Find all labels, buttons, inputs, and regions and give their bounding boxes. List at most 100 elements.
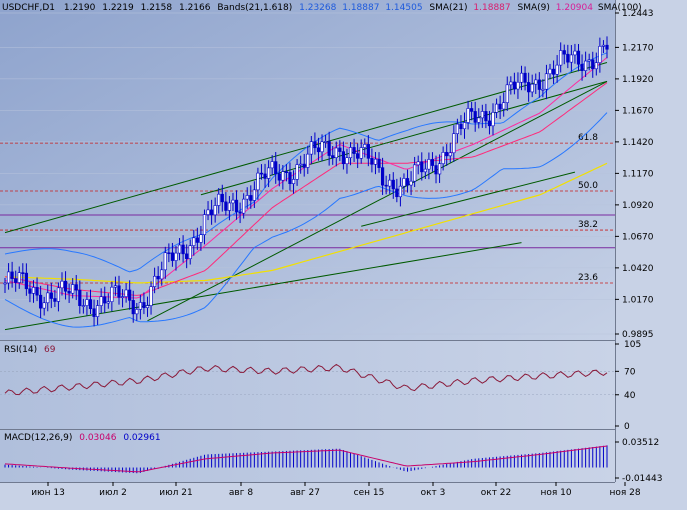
candle-body	[306, 153, 310, 168]
candle-body	[259, 172, 264, 175]
candle-body	[601, 44, 606, 47]
candle-body	[352, 147, 356, 154]
candle-body	[128, 289, 132, 301]
candle-body	[523, 72, 527, 83]
candle-body	[85, 299, 89, 306]
x-tick-label: сен 15	[354, 488, 385, 498]
candle-body	[594, 62, 598, 70]
candle-body	[477, 117, 481, 123]
candle-body	[423, 168, 427, 173]
candle-body	[534, 79, 538, 85]
candle-body	[220, 193, 224, 203]
x-tick-label: ноя 28	[609, 488, 640, 498]
candle-body	[445, 152, 449, 157]
x-tick-label: авг 8	[229, 488, 253, 498]
candle-body	[437, 163, 442, 175]
candle-body	[388, 179, 392, 187]
candle-body	[562, 50, 566, 55]
trend-line	[361, 171, 576, 227]
candle-body	[31, 287, 36, 294]
rsi-tick-label: 105	[624, 340, 641, 350]
ohlc-close: 1.2166	[179, 3, 211, 13]
rsi-panel[interactable]	[0, 341, 615, 429]
candle-body	[466, 108, 470, 123]
candle-body	[110, 286, 114, 302]
candle-body	[192, 237, 196, 246]
candle-body	[92, 308, 96, 317]
candle-body	[427, 159, 431, 170]
candle-body	[519, 72, 524, 83]
candle-body	[281, 171, 285, 181]
candle-body	[409, 180, 413, 186]
candle-body	[537, 79, 541, 90]
candle-body	[234, 199, 239, 213]
price-axis: 1.2443 1.2170 1.1920 1.1670 1.1420 1.1170 1.09…	[615, 9, 662, 484]
candle-body	[559, 50, 563, 66]
candle-body	[359, 147, 363, 159]
candle-body	[206, 209, 210, 215]
candle-body	[270, 161, 274, 169]
candle-body	[605, 44, 609, 50]
candle-body	[512, 81, 516, 90]
candle-body	[213, 205, 217, 216]
macd-signal-line	[4, 445, 608, 473]
candle-body	[35, 287, 39, 296]
candle-body	[24, 272, 28, 290]
fib-label: 61.8	[578, 133, 598, 143]
bollinger-bands	[4, 52, 608, 328]
candle-body	[167, 252, 171, 255]
candle-body	[288, 172, 292, 184]
candle-body	[14, 278, 18, 283]
candle-body	[530, 83, 534, 93]
ohlc-low: 1.2158	[141, 3, 173, 13]
candle-body	[224, 201, 228, 211]
rsi-header: RSI(14) 69	[4, 345, 56, 355]
candle-body	[544, 73, 549, 90]
sma21-line	[4, 82, 608, 296]
candle-body	[452, 133, 456, 154]
candle-body	[313, 141, 317, 149]
candle-body	[28, 288, 32, 294]
fib-levels: 61.8 50.0 38.2 23.6	[0, 133, 615, 284]
candle-body	[413, 164, 417, 182]
candle-body	[274, 161, 278, 175]
candle-body	[416, 161, 420, 166]
macd-header: MACD(12,26,9) 0.03046 0.02961	[4, 433, 161, 443]
candle-body	[373, 158, 378, 165]
x-tick-label: июл 21	[159, 488, 193, 498]
y-tick-label: 1.0670	[622, 232, 654, 242]
candle-body	[309, 141, 313, 155]
candle-body	[295, 164, 299, 180]
candle-body	[480, 111, 484, 119]
candle-body	[331, 155, 335, 158]
candle-body	[142, 302, 146, 309]
candle-body	[10, 271, 14, 279]
candle-body	[584, 60, 588, 71]
ohlc-open: 1.2190	[64, 3, 96, 13]
candle-body	[135, 309, 139, 315]
candle-body	[291, 179, 296, 184]
candle-body	[245, 195, 249, 200]
x-tick-label: окт 3	[421, 488, 446, 498]
x-tick-label: июн 13	[31, 488, 65, 498]
candle-body	[199, 234, 203, 243]
candle-body	[174, 252, 178, 261]
candle-body	[491, 112, 495, 127]
macd-tick-label: -0.01443	[622, 474, 662, 484]
rsi-value: 69	[44, 345, 56, 355]
candle-body	[323, 141, 328, 143]
candle-body	[103, 296, 107, 304]
candle-body	[366, 144, 370, 159]
candle-body	[188, 245, 192, 260]
y-tick-label: 1.0420	[622, 264, 654, 274]
candle-body	[185, 253, 189, 260]
candle-body	[459, 123, 463, 130]
candle-body	[548, 68, 552, 75]
candle-body	[21, 272, 25, 274]
candle-body	[78, 289, 82, 306]
candle-body	[99, 296, 103, 306]
fib-label: 38.2	[578, 220, 598, 230]
candle-body	[227, 202, 232, 211]
candle-body	[263, 173, 267, 179]
